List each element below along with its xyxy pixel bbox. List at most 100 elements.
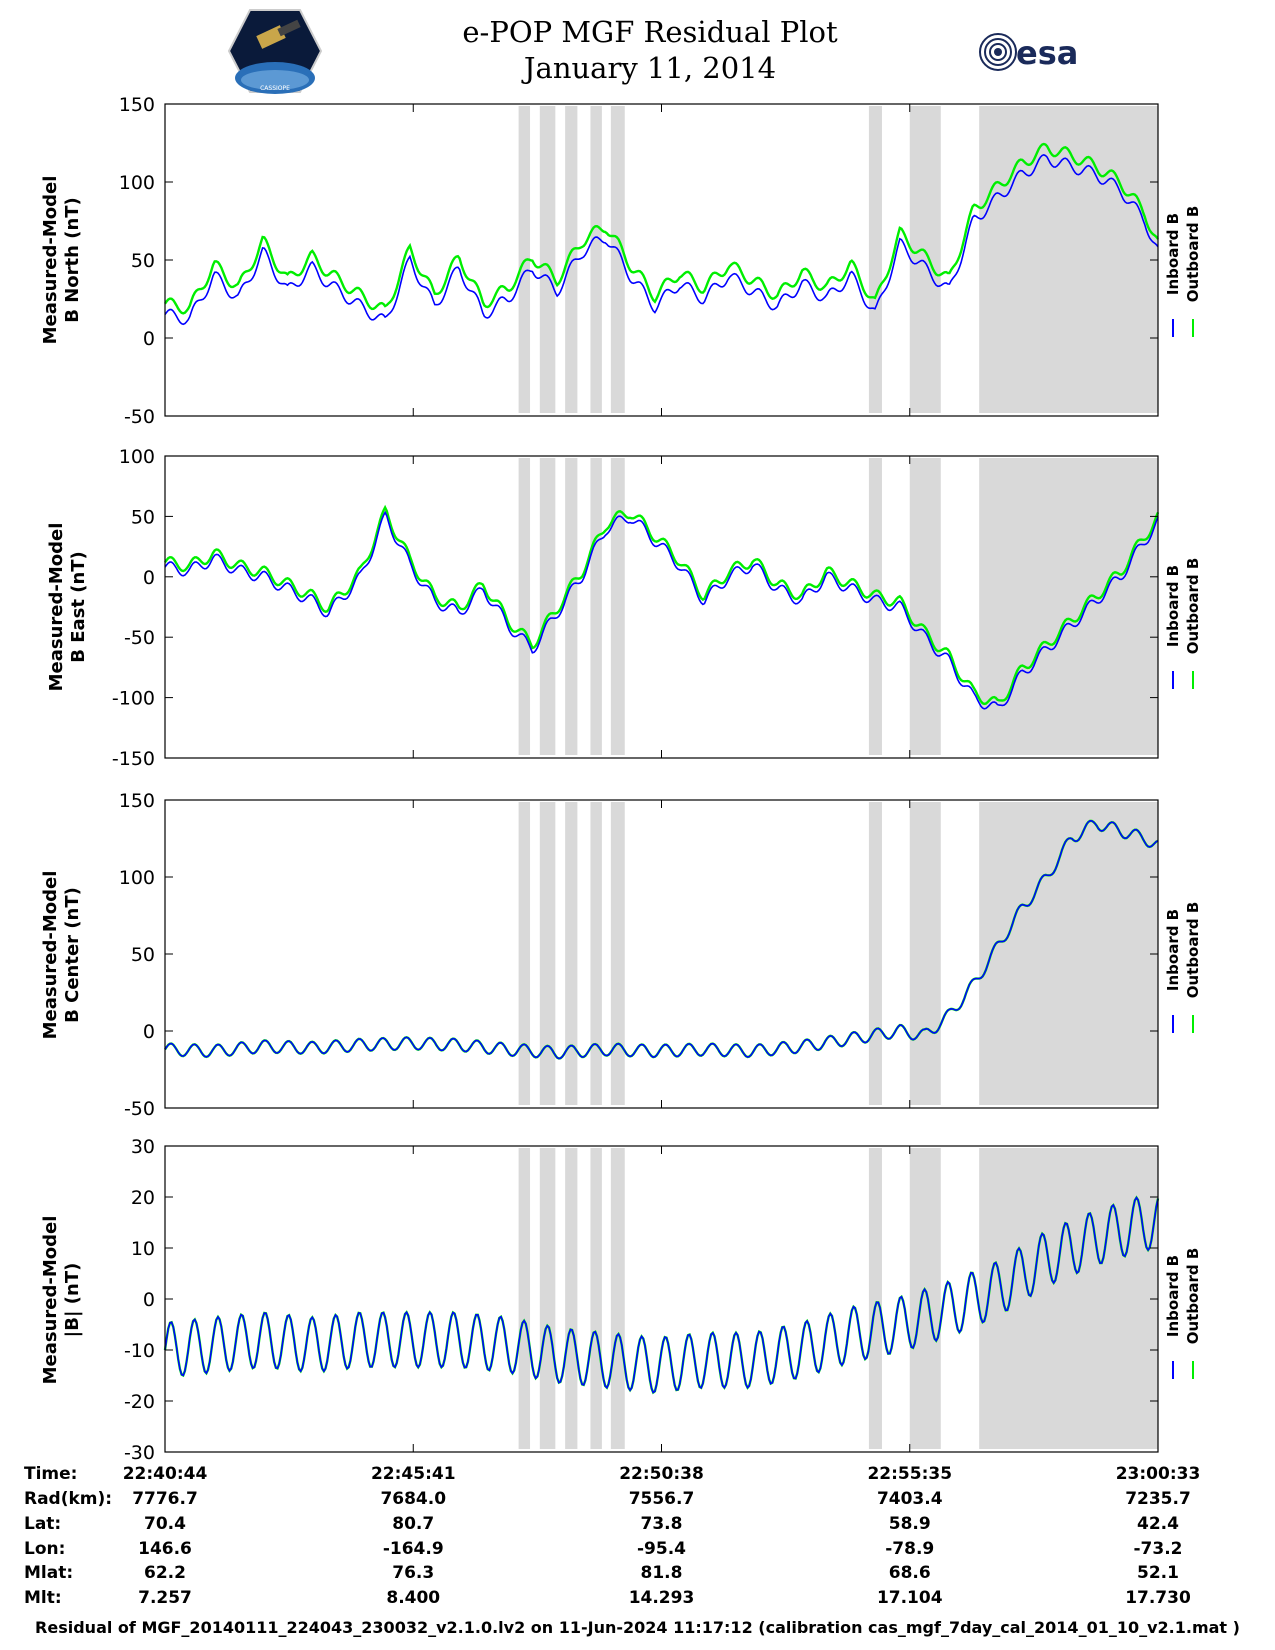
title-block: e-POP MGF Residual Plot January 11, 2014 (380, 14, 920, 86)
y-tick-label: 100 (119, 446, 155, 468)
ephemeris-value: -73.2 (1133, 1539, 1183, 1559)
ephemeris-value: 23:00:33 (1115, 1464, 1201, 1484)
shaded-interval (518, 1148, 531, 1449)
y-axis-label: Measured-ModelB Center (nT) (40, 871, 83, 1040)
shaded-interval (565, 802, 578, 1105)
shaded-interval (565, 1148, 578, 1449)
ephemeris-value: 7403.4 (876, 1489, 943, 1509)
series-line-outboard (164, 142, 1159, 315)
shaded-interval (610, 802, 625, 1105)
ephemeris-row-label: Lon: (24, 1539, 66, 1559)
legend-label: Inboard B (1164, 1255, 1182, 1337)
ephemeris-value: 17.104 (876, 1588, 943, 1608)
ephemeris-value: -78.9 (885, 1539, 935, 1559)
series-line-outboard (164, 504, 1160, 706)
shaded-interval (590, 1148, 602, 1449)
y-tick-label: 0 (143, 567, 155, 589)
y-axis-label: Measured-ModelB East (nT) (46, 523, 89, 692)
panel-2: -150 -100 -50 0 50 100 Measured-ModelB East (n… (46, 446, 1202, 770)
shaded-interval (518, 458, 531, 755)
legend-label: Inboard B (1164, 909, 1182, 991)
ephemeris-value: 8.400 (386, 1588, 441, 1608)
plot-title: e-POP MGF Residual Plot (462, 15, 838, 49)
ephemeris-value: 22:40:44 (122, 1464, 208, 1484)
y-tick-label: 100 (119, 172, 155, 194)
ephemeris-row-label: Rad(km): (24, 1489, 113, 1509)
shaded-interval (518, 106, 531, 413)
y-tick-label: -50 (124, 1098, 155, 1120)
y-axis-label-line: Measured-Model (46, 523, 67, 692)
y-axis-label-line: B North (nT) (62, 197, 83, 323)
legend-label: Outboard B (1184, 206, 1202, 303)
shaded-interval (590, 106, 602, 413)
panel-3: -50 0 50 100 150 Measured-ModelB Center (nT) I… (40, 790, 1202, 1120)
y-tick-label: 150 (119, 790, 155, 812)
shaded-interval (868, 458, 882, 755)
shaded-interval (518, 802, 531, 1105)
y-axis-label-line: |B| (nT) (62, 1263, 83, 1338)
y-tick-label: 10 (131, 1238, 155, 1260)
ephemeris-value: 68.6 (888, 1563, 931, 1583)
shaded-interval (590, 802, 602, 1105)
ephemeris-value: -95.4 (637, 1539, 686, 1559)
y-tick-label: -30 (124, 1442, 155, 1460)
ephemeris-value: 7.257 (138, 1588, 192, 1608)
y-tick-label: 0 (143, 328, 155, 350)
ephemeris-value: 17.730 (1125, 1588, 1191, 1608)
ephemeris-value: 42.4 (1137, 1514, 1179, 1534)
shaded-interval (979, 458, 1158, 755)
y-tick-label: -150 (112, 748, 155, 770)
y-tick-label: -20 (124, 1391, 155, 1413)
ephemeris-value: 73.8 (640, 1514, 683, 1534)
footer-caption: Residual of MGF_20140111_224043_230032_v… (35, 1618, 1240, 1637)
ephemeris-row-label: Lat: (24, 1514, 62, 1534)
series-line-inboard (164, 154, 1159, 326)
ephemeris-value: 62.2 (144, 1563, 186, 1583)
ephemeris-table: Time: 22:40:44 22:45:41 22:50:38 22:55:35 23:… (0, 1460, 1275, 1610)
esa-logo: esa (979, 33, 1078, 72)
ephemeris-value: 22:45:41 (370, 1464, 456, 1484)
shaded-interval (539, 1148, 556, 1449)
shaded-interval (610, 106, 625, 413)
ephemeris-row: Time: 22:40:44 22:45:41 22:50:38 22:55:35 23:… (0, 1464, 1275, 1488)
shaded-interval (539, 802, 556, 1105)
ephemeris-value: 7684.0 (380, 1489, 447, 1509)
shaded-interval (909, 802, 941, 1105)
plot-date: January 11, 2014 (523, 51, 777, 85)
ephemeris-row: Rad(km): 7776.7 7684.0 7556.7 7403.4 7235.7 (0, 1489, 1275, 1513)
ephemeris-row: Lat: 70.4 80.7 73.8 58.9 42.4 (0, 1514, 1275, 1538)
ephemeris-value: 7235.7 (1125, 1489, 1191, 1509)
shaded-interval (979, 1148, 1158, 1449)
series-line-inboard (164, 510, 1159, 710)
panel-4: -30 -20 -10 0 10 20 30 Measured-Model|B| (nT) In… (40, 1136, 1202, 1460)
y-tick-label: -50 (124, 627, 155, 649)
y-axis-label-line: Measured-Model (40, 1216, 61, 1385)
ephemeris-row: Mlat: 62.2 76.3 81.8 68.6 52.1 (0, 1563, 1275, 1587)
shaded-interval (590, 458, 602, 755)
shaded-interval (909, 1148, 941, 1449)
y-axis-label-line: B East (nT) (68, 551, 89, 663)
shaded-interval (909, 458, 941, 755)
ephemeris-row: Lon: 146.6 -164.9 -95.4 -78.9 -73.2 (0, 1539, 1275, 1563)
ephemeris-value: -164.9 (382, 1539, 444, 1559)
esa-logo-text: esa (1016, 34, 1078, 72)
y-tick-label: 150 (119, 94, 155, 116)
ephemeris-value: 76.3 (392, 1563, 435, 1583)
ephemeris-value: 7776.7 (132, 1489, 198, 1509)
shaded-interval (868, 106, 882, 413)
ephemeris-row-label: Mlt: (24, 1588, 62, 1608)
y-tick-label: -50 (124, 406, 155, 428)
ephemeris-row-label: Time: (24, 1464, 78, 1484)
shaded-interval (539, 106, 556, 413)
legend-label: Inboard B (1164, 565, 1182, 647)
ephemeris-value: 81.8 (640, 1563, 683, 1583)
y-tick-label: -100 (112, 688, 155, 710)
series-line-inboard (164, 1196, 1159, 1394)
ephemeris-value: 14.293 (628, 1588, 695, 1608)
legend-label: Outboard B (1184, 1248, 1202, 1345)
shaded-interval (868, 802, 882, 1105)
y-tick-label: 20 (131, 1187, 155, 1209)
ephemeris-row-label: Mlat: (24, 1563, 74, 1583)
y-tick-label: 50 (131, 944, 155, 966)
